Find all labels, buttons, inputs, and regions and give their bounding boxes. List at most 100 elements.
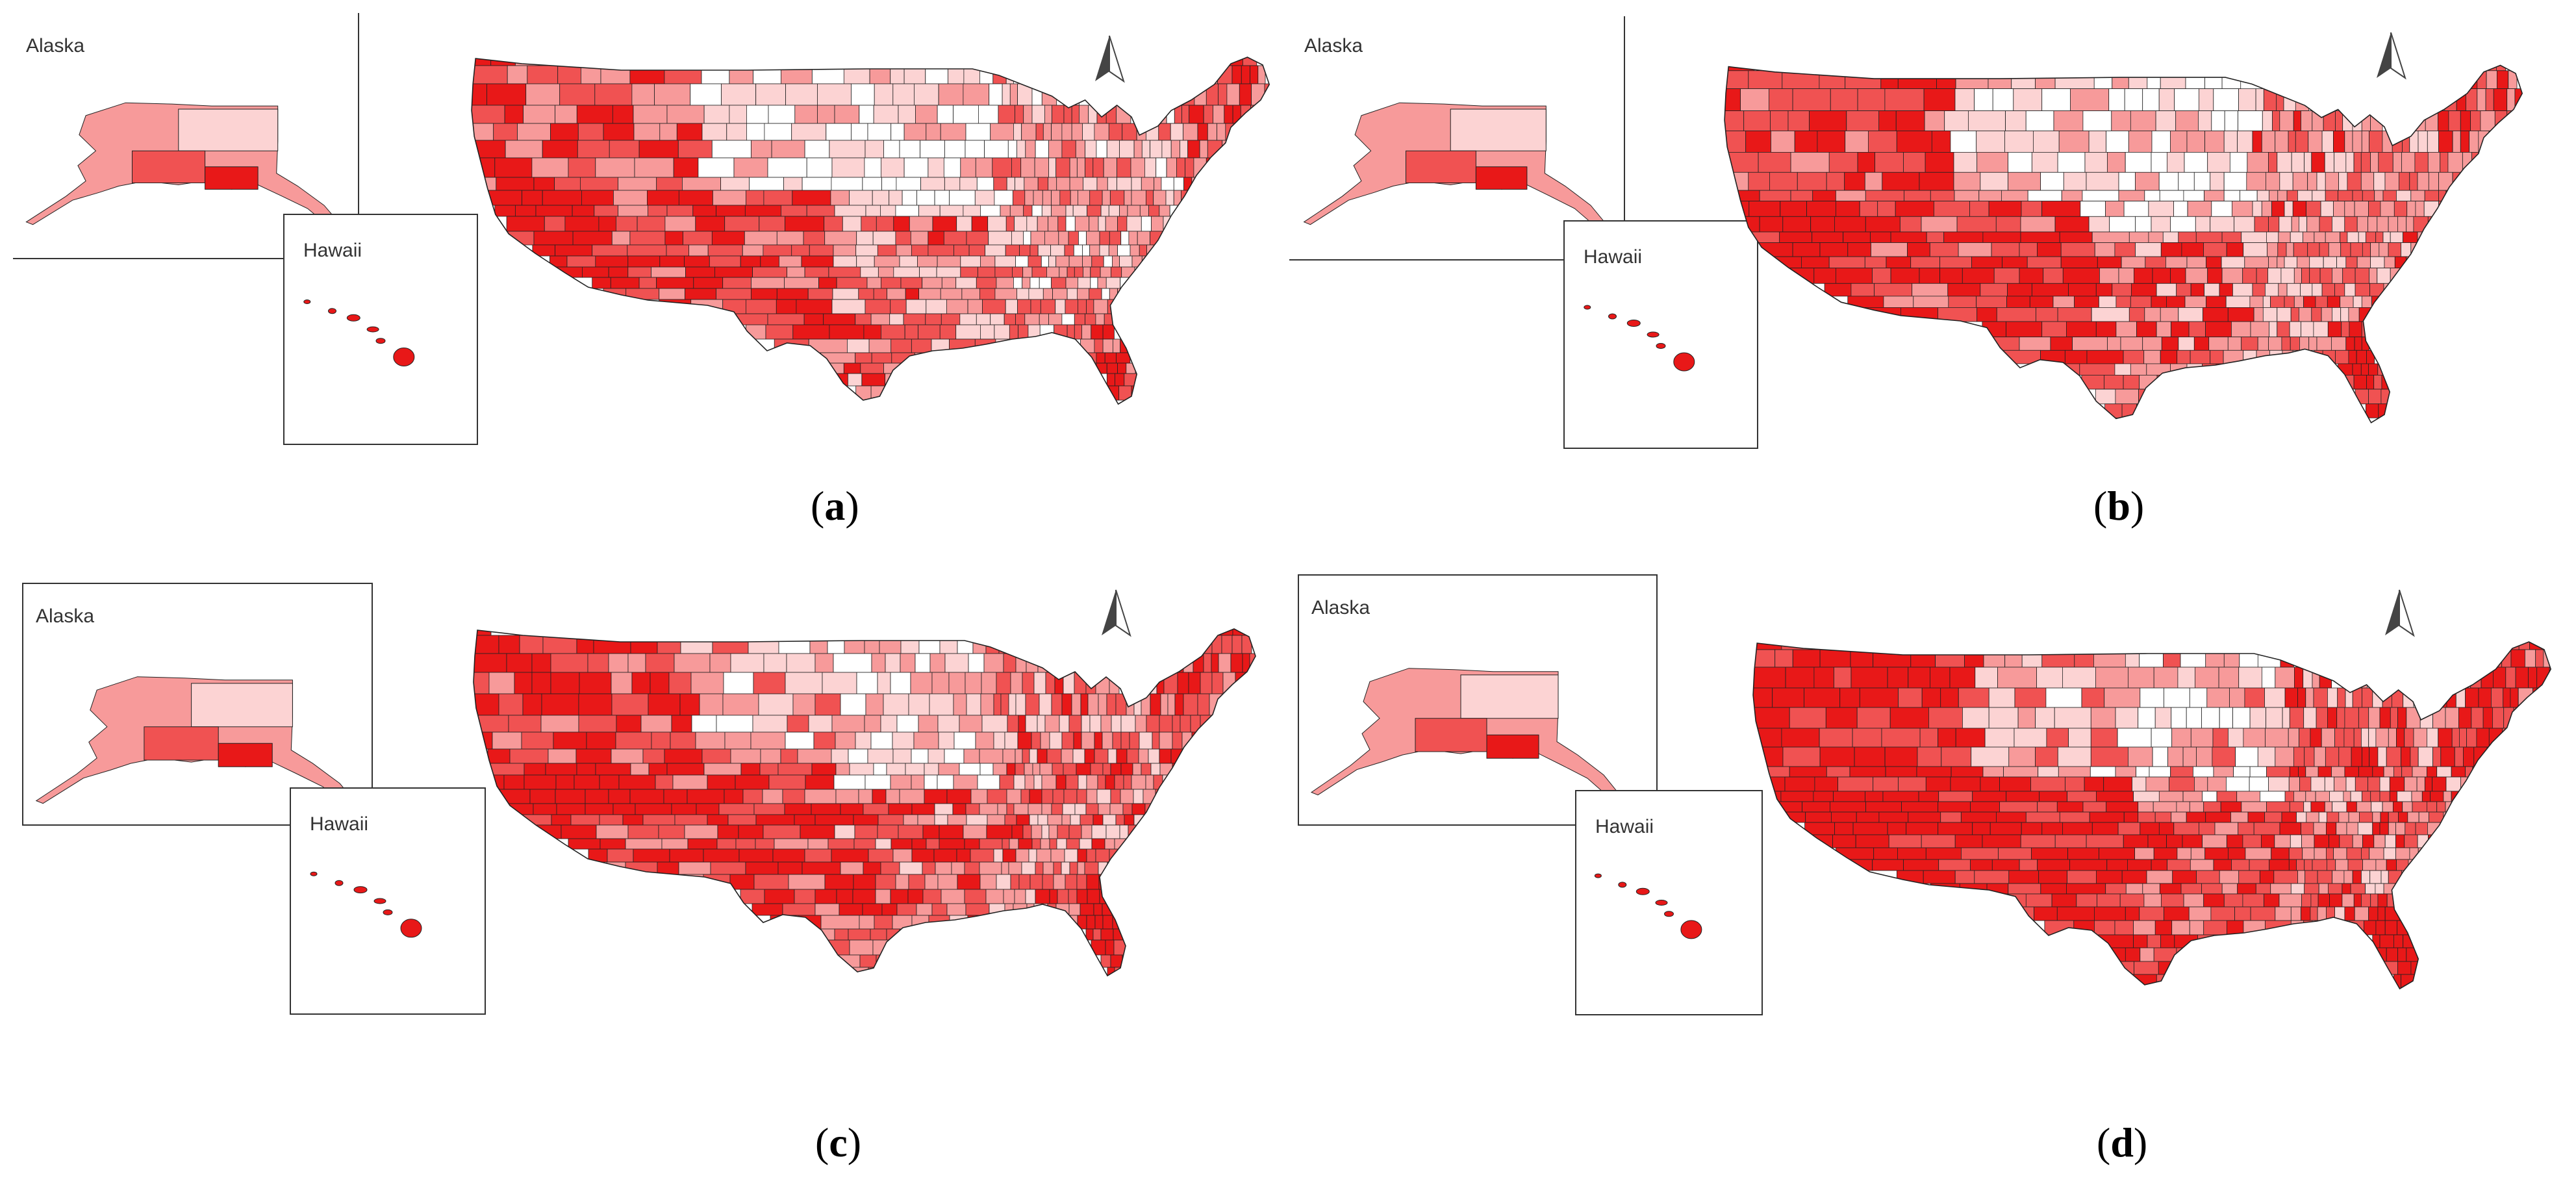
county-cell (823, 313, 856, 325)
county-cell (2395, 883, 2406, 895)
county-cell (1086, 774, 1098, 790)
county-cell (990, 123, 1014, 141)
county-cell (855, 385, 872, 401)
county-cell (572, 205, 595, 217)
county-cell (1844, 172, 1865, 191)
county-cell (1100, 954, 1111, 968)
county-cell (2223, 893, 2243, 908)
hawaii-island (1656, 343, 1666, 349)
county-cell (1847, 859, 1873, 871)
county-cell (1950, 776, 1981, 792)
county-cell (913, 731, 939, 750)
county-cell (1025, 889, 1036, 904)
county-cell (2154, 811, 2172, 823)
county-cell (1115, 693, 1127, 716)
county-cell (1042, 190, 1052, 206)
county-cell (939, 205, 964, 217)
county-cell (2528, 667, 2538, 689)
county-cell (2051, 893, 2077, 908)
county-cell (474, 635, 499, 654)
alaska-inset: Alaska (1289, 16, 1625, 261)
county-cell (2290, 834, 2303, 848)
county-cell (517, 123, 551, 141)
county-cell (2193, 337, 2210, 351)
county-cell (898, 824, 924, 839)
county-cell (2418, 131, 2428, 153)
county-cell (1110, 190, 1125, 206)
county-cell (540, 715, 579, 733)
county-cell (2342, 893, 2355, 908)
county-cell (2338, 811, 2349, 823)
county-cell (629, 65, 665, 84)
county-cell (492, 731, 522, 750)
county-cell (2279, 110, 2294, 131)
county-cell (1131, 803, 1146, 815)
county-cell (707, 814, 729, 826)
county-cell (2415, 201, 2425, 217)
county-cell (2121, 870, 2147, 884)
county-cell (759, 216, 786, 232)
county-cell (1074, 803, 1087, 815)
county-cell (707, 774, 736, 790)
county-cell (2284, 687, 2298, 708)
county-cell (1024, 313, 1040, 325)
county-cell (2142, 883, 2160, 895)
county-cell (2041, 321, 2067, 338)
county-cell (965, 903, 990, 916)
county-cell (2482, 707, 2493, 729)
county-cell (742, 244, 764, 257)
county-cell (709, 653, 731, 673)
county-cell (2413, 728, 2427, 748)
county-cell (529, 789, 556, 804)
county-cell (1964, 649, 1984, 668)
county-cell (742, 789, 763, 804)
county-cell (1049, 889, 1058, 904)
county-cell (767, 157, 807, 178)
county-cell (996, 672, 1011, 694)
county-cell (2232, 283, 2253, 297)
county-cell (1004, 313, 1016, 325)
county-cell (1090, 277, 1098, 289)
county-cell (1886, 256, 1912, 269)
county-cell (1089, 190, 1103, 206)
county-cell (2189, 920, 2204, 935)
county-cell (1961, 847, 1999, 860)
county-cell (2186, 707, 2203, 729)
county-cell (1031, 105, 1045, 124)
county-cell (2238, 110, 2263, 131)
county-cell (1111, 266, 1122, 278)
county-cell (2310, 801, 2325, 813)
county-cell (2275, 746, 2294, 767)
county-cell (505, 140, 543, 159)
county-cell (2288, 728, 2299, 748)
county-cell (2021, 822, 2043, 835)
county-cell (2247, 811, 2265, 823)
county-cell (2255, 883, 2271, 895)
county-cell (2510, 687, 2519, 708)
county-cell (863, 803, 889, 815)
county-cell (595, 157, 635, 178)
county-cell (981, 672, 997, 694)
county-cell (2036, 667, 2063, 689)
county-cell (2128, 307, 2145, 322)
county-cell (1958, 242, 1992, 257)
county-cell (688, 244, 709, 257)
county-cell (2008, 172, 2041, 191)
county-cell (2180, 883, 2203, 895)
county-cell (2060, 242, 2095, 257)
county-cell (1107, 177, 1118, 191)
county-cell (1037, 216, 1048, 232)
county-cell (2154, 707, 2172, 729)
county-cell (1984, 728, 2015, 748)
county-cell (814, 693, 841, 716)
county-cell (727, 814, 757, 826)
county-cell (655, 774, 674, 790)
county-cell (928, 157, 944, 178)
county-cell (953, 693, 967, 716)
county-cell (782, 903, 816, 916)
county-cell (1039, 763, 1053, 776)
county-cell (855, 731, 872, 750)
county-cell (1217, 65, 1233, 84)
county-cell (2377, 746, 2387, 767)
county-cell (2343, 870, 2353, 884)
